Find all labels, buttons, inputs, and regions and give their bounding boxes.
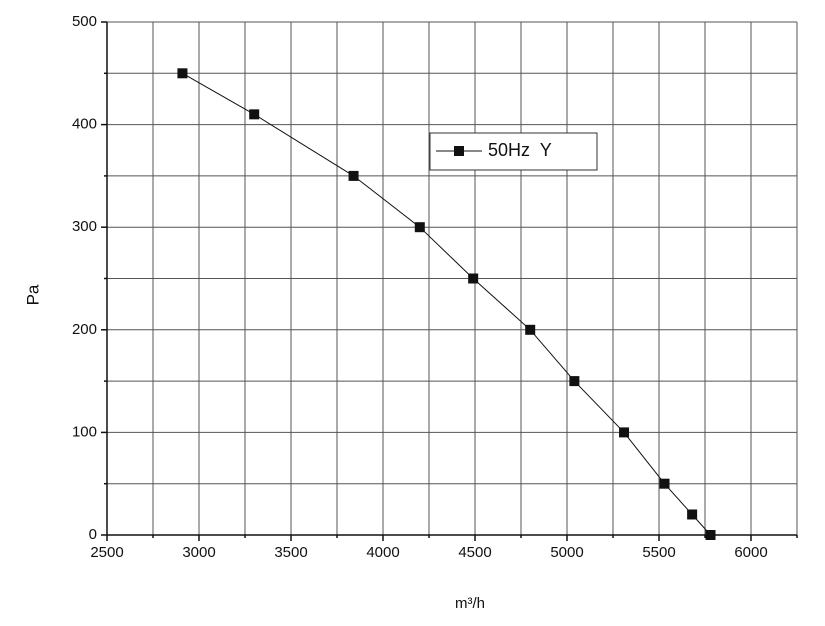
x-axis-label: m³/h xyxy=(455,595,485,612)
x-tick-label: 5500 xyxy=(642,544,675,561)
legend-label: 50Hz Y xyxy=(488,140,552,160)
x-tick-label: 2500 xyxy=(90,544,123,561)
data-point xyxy=(177,68,188,79)
x-tick-label: 6000 xyxy=(734,544,767,561)
data-point xyxy=(619,427,630,438)
data-point xyxy=(249,109,260,120)
data-point xyxy=(659,478,670,489)
data-point xyxy=(569,376,580,387)
data-point xyxy=(705,530,716,540)
data-point xyxy=(525,324,536,335)
x-tick-label: 4500 xyxy=(458,544,491,561)
y-tick-label: 500 xyxy=(72,13,97,30)
x-tick-label: 3000 xyxy=(182,544,215,561)
x-tick-label: 3500 xyxy=(274,544,307,561)
y-axis-label: Pa xyxy=(23,284,42,305)
data-point xyxy=(468,273,479,284)
y-tick-label: 0 xyxy=(89,526,97,543)
y-tick-label: 300 xyxy=(72,218,97,235)
x-tick-label: 5000 xyxy=(550,544,583,561)
data-point xyxy=(348,170,359,181)
data-point xyxy=(687,509,698,520)
y-tick-label: 200 xyxy=(72,321,97,338)
y-tick-label: 400 xyxy=(72,116,97,133)
legend-marker xyxy=(454,146,464,156)
x-tick-label: 4000 xyxy=(366,544,399,561)
data-point xyxy=(414,222,425,233)
y-tick-label: 100 xyxy=(72,423,97,440)
